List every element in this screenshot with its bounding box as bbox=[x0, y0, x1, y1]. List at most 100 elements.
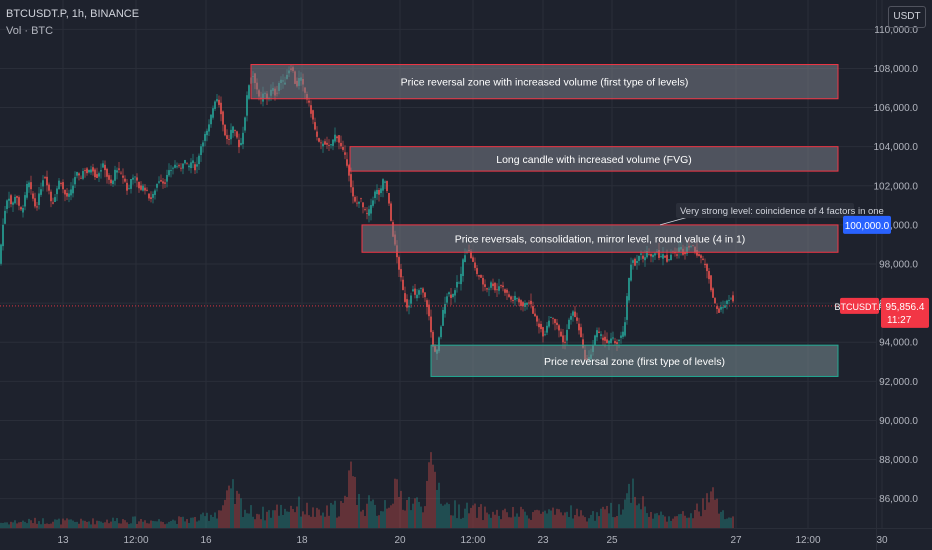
candle-body bbox=[662, 254, 664, 259]
volume-bar bbox=[400, 490, 402, 528]
volume-bar bbox=[638, 503, 640, 528]
candle-body bbox=[332, 139, 334, 146]
volume-bar bbox=[426, 480, 428, 528]
candle-body bbox=[104, 164, 106, 171]
candle-body bbox=[36, 206, 38, 208]
currency-button[interactable]: USDT bbox=[888, 6, 926, 28]
volume-bar bbox=[204, 516, 206, 528]
volume-bar bbox=[250, 505, 252, 528]
candle-body bbox=[658, 250, 660, 258]
volume-bar bbox=[636, 505, 638, 528]
candle-body bbox=[38, 193, 40, 206]
volume-bar bbox=[374, 504, 376, 528]
volume-bar bbox=[230, 488, 232, 528]
volume-bar bbox=[424, 506, 426, 528]
candle-body bbox=[716, 306, 718, 309]
volume-bar bbox=[552, 507, 554, 528]
candle-body bbox=[582, 339, 584, 348]
volume-bar bbox=[142, 521, 144, 528]
volume-bar bbox=[704, 509, 706, 528]
volume-bar bbox=[714, 499, 716, 528]
candle-body bbox=[542, 327, 544, 337]
candle-body bbox=[660, 255, 662, 257]
volume-bar bbox=[652, 518, 654, 528]
volume-bar bbox=[276, 504, 278, 528]
volume-bar bbox=[340, 501, 342, 528]
volume-bar bbox=[192, 517, 194, 528]
volume-bar bbox=[146, 523, 148, 528]
candle-body bbox=[520, 300, 522, 306]
candle-body bbox=[490, 282, 492, 288]
volume-bar bbox=[292, 509, 294, 528]
volume-bar bbox=[208, 520, 210, 528]
candle-body bbox=[650, 253, 652, 257]
candle-body bbox=[454, 290, 456, 296]
candle-body bbox=[492, 283, 494, 287]
candle-body bbox=[246, 95, 248, 116]
volume-bar bbox=[532, 512, 534, 528]
volume-bar bbox=[310, 516, 312, 528]
volume-bar bbox=[108, 523, 110, 528]
candle-body bbox=[524, 303, 526, 307]
candle-body bbox=[440, 326, 442, 338]
symbol-title[interactable]: BTCUSDT.P, 1h, BINANCE bbox=[6, 8, 140, 20]
candle-body bbox=[400, 269, 402, 278]
volume-bar bbox=[492, 511, 494, 528]
volume-bar bbox=[60, 524, 62, 528]
volume-bar bbox=[388, 507, 390, 528]
zone-box-1 bbox=[250, 64, 839, 100]
candle-body bbox=[500, 285, 502, 286]
volume-bar bbox=[160, 521, 162, 528]
volume-bar bbox=[670, 520, 672, 528]
candle-body bbox=[532, 306, 534, 314]
candle-body bbox=[2, 224, 4, 247]
volume-bar bbox=[666, 521, 668, 528]
volume-bar bbox=[414, 498, 416, 528]
candle-body bbox=[676, 254, 678, 256]
volume-bar bbox=[622, 509, 624, 528]
candle-body bbox=[132, 177, 134, 180]
volume-bar bbox=[574, 514, 576, 528]
candle-body bbox=[48, 184, 50, 191]
candle-body bbox=[50, 191, 52, 202]
volume-bar bbox=[396, 479, 398, 528]
candle-body bbox=[82, 171, 84, 179]
candle-body bbox=[316, 131, 318, 137]
candle-body bbox=[342, 147, 344, 150]
candle-body bbox=[704, 263, 706, 266]
candle-body bbox=[488, 288, 490, 290]
volume-bar bbox=[580, 510, 582, 528]
volume-bar bbox=[506, 512, 508, 528]
y-tick-label: 102,000.0 bbox=[874, 181, 919, 192]
volume-bar bbox=[68, 519, 70, 528]
volume-bar bbox=[212, 516, 214, 528]
candle-body bbox=[356, 202, 358, 204]
volume-bar bbox=[82, 520, 84, 528]
y-tick-label: 92,000.0 bbox=[879, 377, 918, 388]
volume-bar bbox=[432, 464, 434, 528]
volume-bar bbox=[724, 519, 726, 528]
candle-body bbox=[372, 200, 374, 206]
candle-body bbox=[632, 260, 634, 263]
volume-bar bbox=[284, 508, 286, 528]
volume-bar bbox=[610, 502, 612, 528]
y-tick-label: 106,000.0 bbox=[874, 103, 919, 114]
candle-body bbox=[534, 313, 536, 317]
volume-bar bbox=[692, 518, 694, 528]
candle-body bbox=[698, 254, 700, 257]
volume-bar bbox=[138, 521, 140, 528]
volume-bar bbox=[470, 507, 472, 528]
volume-indicator-label[interactable]: Vol · BTC bbox=[6, 25, 54, 37]
volume-bar bbox=[524, 511, 526, 528]
volume-bar bbox=[124, 520, 126, 528]
volume-bar bbox=[130, 523, 132, 528]
candle-body bbox=[720, 306, 722, 310]
candle-body bbox=[196, 164, 198, 167]
candle-body bbox=[550, 317, 552, 318]
volume-bar bbox=[526, 515, 528, 528]
volume-bar bbox=[144, 520, 146, 528]
candle-body bbox=[642, 255, 644, 259]
volume-bar bbox=[312, 507, 314, 528]
